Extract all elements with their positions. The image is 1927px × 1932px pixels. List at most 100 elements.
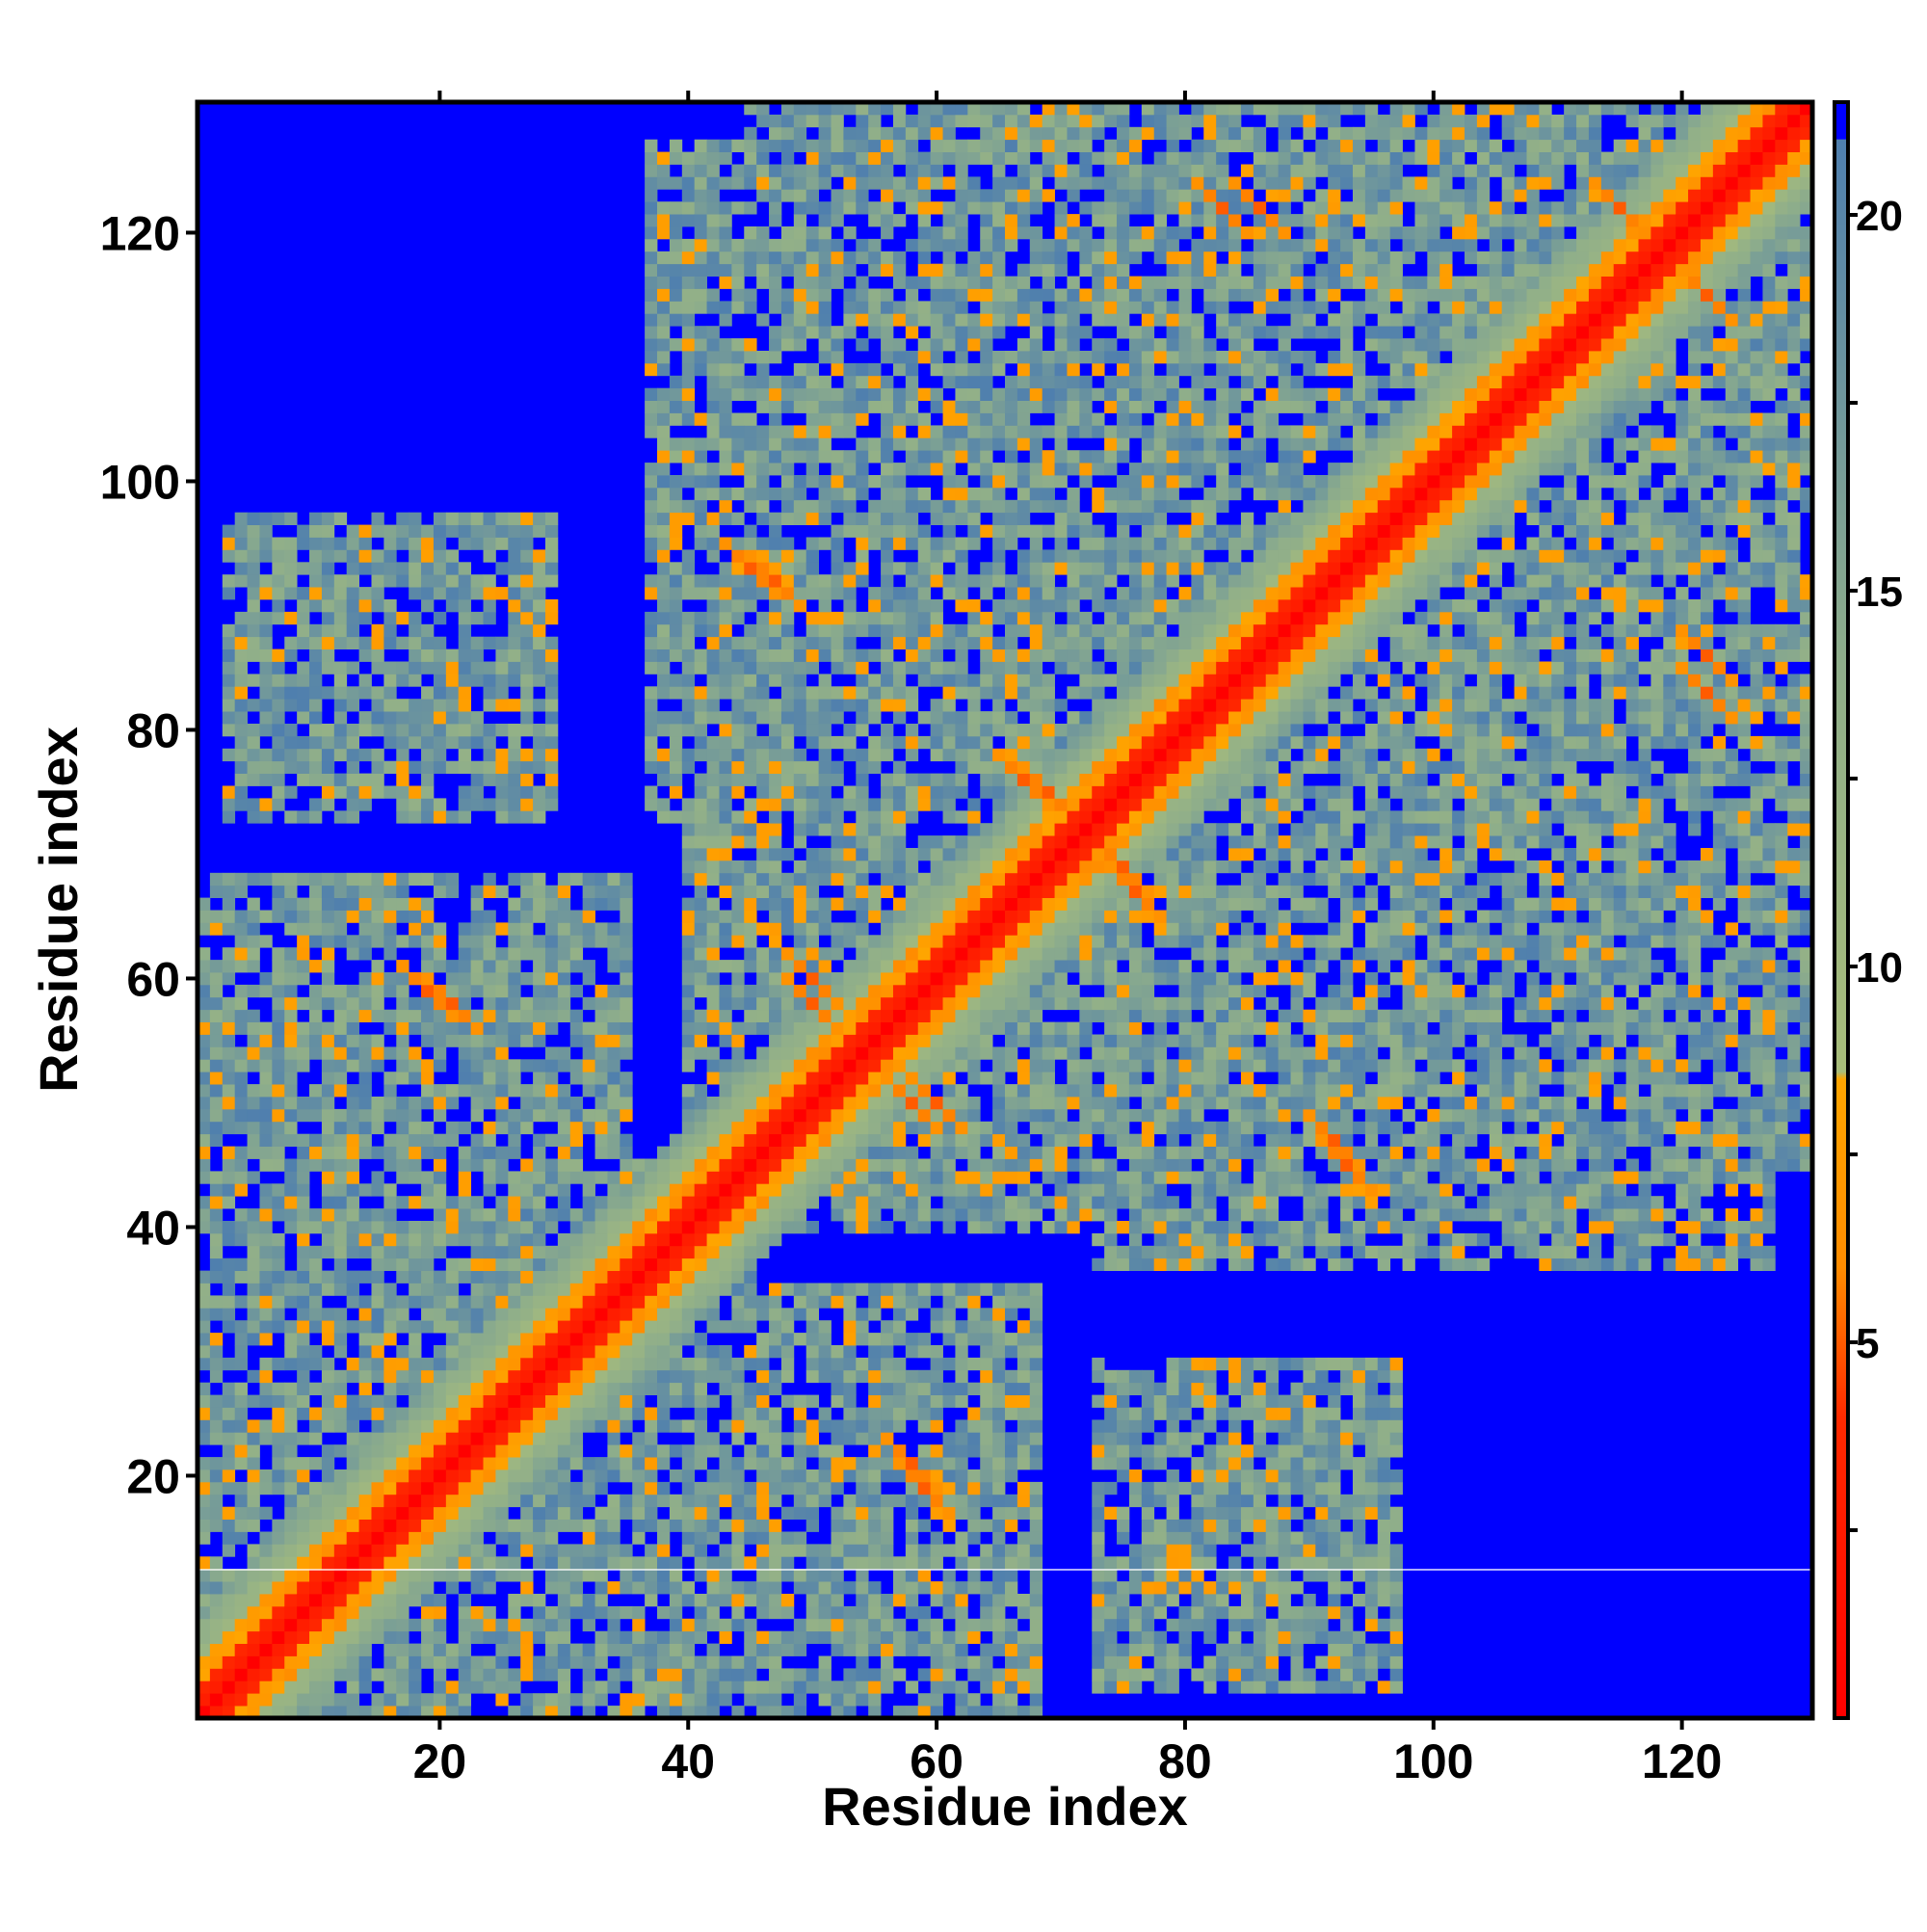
heatmap-cell bbox=[508, 1706, 521, 1718]
heatmap-cell bbox=[694, 1394, 707, 1408]
heatmap-cell bbox=[856, 313, 869, 327]
heatmap-cell bbox=[433, 587, 447, 600]
heatmap-cell bbox=[843, 1208, 857, 1222]
heatmap-cell bbox=[557, 1655, 571, 1669]
heatmap-cell bbox=[780, 537, 795, 550]
heatmap-cell bbox=[533, 1133, 546, 1147]
heatmap-cell bbox=[756, 499, 770, 514]
heatmap-cell bbox=[533, 512, 546, 525]
heatmap-cell bbox=[719, 1158, 732, 1172]
heatmap-cell bbox=[272, 785, 285, 799]
heatmap-cell bbox=[756, 362, 770, 377]
heatmap-cell bbox=[744, 412, 757, 426]
heatmap-cell bbox=[495, 587, 509, 600]
heatmap-cell bbox=[731, 1469, 745, 1483]
heatmap-cell bbox=[284, 1171, 298, 1184]
heatmap-cell bbox=[508, 1469, 521, 1483]
heatmap-cell bbox=[744, 226, 757, 240]
heatmap-cell bbox=[222, 1196, 236, 1209]
heatmap-cell bbox=[892, 735, 907, 750]
heatmap-cell bbox=[881, 996, 894, 1011]
heatmap-cell bbox=[856, 1432, 869, 1445]
heatmap-cell bbox=[470, 910, 484, 923]
heatmap-cell bbox=[222, 947, 236, 961]
heatmap-cell bbox=[681, 835, 696, 849]
heatmap-cell bbox=[569, 1108, 584, 1123]
heatmap-cell bbox=[582, 1257, 595, 1271]
heatmap-cell bbox=[843, 1618, 857, 1632]
heatmap-cell bbox=[594, 1108, 608, 1123]
heatmap-cell bbox=[892, 1046, 907, 1060]
heatmap-cell bbox=[272, 711, 285, 725]
heatmap-cell bbox=[780, 463, 795, 476]
heatmap-cell bbox=[793, 897, 807, 911]
heatmap-cell bbox=[681, 338, 696, 352]
heatmap-cell bbox=[421, 1394, 435, 1408]
heatmap-cell bbox=[495, 1394, 509, 1408]
heatmap-cell bbox=[259, 1681, 273, 1694]
heatmap-cell bbox=[383, 1594, 397, 1607]
heatmap-cell bbox=[520, 1121, 534, 1135]
heatmap-cell bbox=[209, 1494, 224, 1508]
heatmap-cell bbox=[706, 1320, 720, 1334]
heatmap-cell bbox=[831, 1021, 844, 1035]
heatmap-cell bbox=[209, 1581, 224, 1595]
heatmap-cell bbox=[881, 226, 894, 240]
heatmap-cell bbox=[470, 1544, 484, 1557]
heatmap-cell bbox=[818, 1108, 832, 1123]
heatmap-cell bbox=[756, 1581, 770, 1595]
heatmap-cell bbox=[831, 1693, 844, 1707]
heatmap-cell bbox=[681, 313, 696, 327]
heatmap-cell bbox=[272, 1158, 285, 1172]
heatmap-cell bbox=[222, 1308, 236, 1321]
heatmap-cell bbox=[669, 1569, 683, 1582]
heatmap-cell bbox=[222, 711, 236, 725]
heatmap-cell bbox=[198, 1469, 211, 1483]
heatmap-cell bbox=[433, 1605, 447, 1620]
heatmap-cell bbox=[805, 1556, 820, 1570]
heatmap-cell bbox=[445, 1097, 460, 1110]
heatmap-cell bbox=[321, 549, 335, 563]
heatmap-cell bbox=[793, 1630, 807, 1644]
heatmap-cell bbox=[495, 674, 509, 687]
heatmap-cell bbox=[831, 351, 844, 364]
heatmap-cell bbox=[557, 1605, 571, 1620]
heatmap-cell bbox=[868, 1196, 882, 1209]
heatmap-cell bbox=[247, 872, 260, 887]
heatmap-cell bbox=[881, 1108, 894, 1123]
heatmap-cell bbox=[856, 338, 869, 352]
heatmap-cell bbox=[333, 1108, 348, 1123]
heatmap-cell bbox=[533, 1419, 546, 1433]
heatmap-cell bbox=[669, 151, 683, 165]
heatmap-cell bbox=[297, 1519, 310, 1532]
heatmap-cell bbox=[309, 1605, 323, 1620]
heatmap-cell bbox=[905, 1171, 919, 1184]
heatmap-cell bbox=[309, 1506, 323, 1520]
heatmap-cell bbox=[905, 562, 919, 575]
heatmap-cell bbox=[544, 1345, 559, 1359]
heatmap-cell bbox=[917, 1034, 932, 1047]
heatmap-cell bbox=[346, 1419, 359, 1433]
heatmap-cell bbox=[284, 1221, 298, 1234]
heatmap-cell bbox=[309, 885, 323, 898]
heatmap-cell bbox=[805, 1569, 820, 1582]
heatmap-cell bbox=[645, 1196, 658, 1209]
heatmap-cell bbox=[856, 935, 869, 948]
heatmap-cell bbox=[247, 798, 260, 811]
heatmap-cell bbox=[445, 984, 460, 998]
heatmap-cell bbox=[694, 1630, 707, 1644]
heatmap-cell bbox=[371, 1407, 384, 1420]
heatmap-cell bbox=[843, 885, 857, 898]
heatmap-cell bbox=[805, 872, 820, 887]
heatmap-cell bbox=[706, 1158, 720, 1172]
heatmap-cell bbox=[657, 623, 671, 638]
heatmap-cell bbox=[594, 1556, 608, 1570]
heatmap-cell bbox=[769, 263, 782, 277]
heatmap-cell bbox=[731, 1084, 745, 1098]
heatmap-cell bbox=[557, 1469, 571, 1483]
heatmap-cell bbox=[470, 1034, 484, 1047]
heatmap-cell bbox=[780, 189, 795, 202]
heatmap-cell bbox=[694, 872, 707, 887]
heatmap-cell bbox=[569, 1133, 584, 1147]
heatmap-cell bbox=[234, 760, 248, 774]
